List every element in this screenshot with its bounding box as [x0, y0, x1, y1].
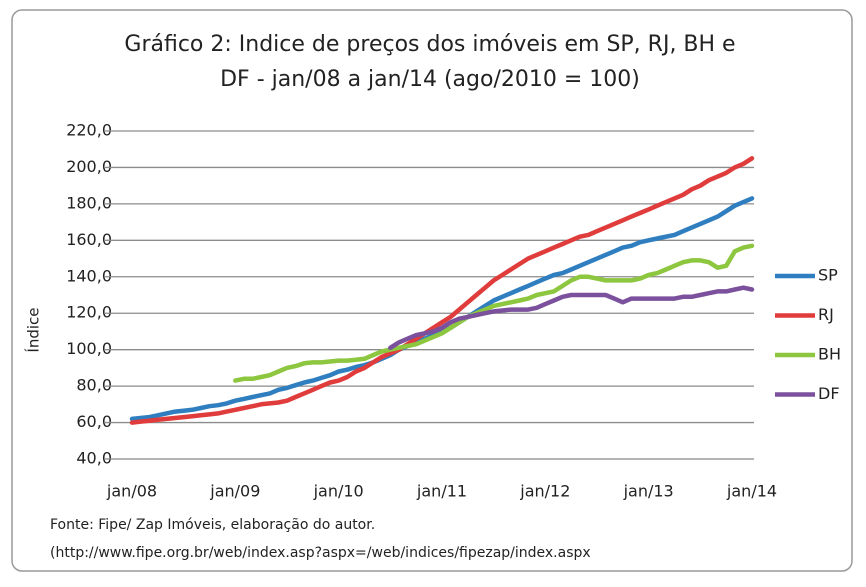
legend-label: SP — [818, 266, 838, 285]
y-tick-label: 180,0 — [66, 193, 112, 212]
note: Fonte: Fipe/ Zap Imóveis, elaboração do … — [50, 517, 375, 533]
y-tick-label: 60,0 — [76, 412, 112, 431]
series-line — [233, 243, 755, 383]
legend-label: DF — [818, 384, 840, 403]
x-tick-label: jan/13 — [623, 482, 674, 501]
chart-title: DF - jan/08 a jan/14 (ago/2010 = 100) — [220, 67, 640, 92]
y-tick-label: 160,0 — [66, 230, 112, 249]
series-line — [129, 156, 755, 425]
chart-frame — [11, 9, 853, 572]
x-tick-label: jan/08 — [106, 482, 157, 501]
note: (http://www.fipe.org.br/web/index.asp?as… — [50, 545, 591, 561]
y-tick-label: 140,0 — [66, 266, 112, 285]
x-tick-label: jan/09 — [209, 482, 260, 501]
y-axis-label: Índice — [24, 307, 43, 352]
chart-title: Gráfico 2: Indice de preços dos imóveis … — [124, 32, 735, 57]
series-line — [388, 285, 755, 351]
legend-label: RJ — [818, 305, 834, 324]
legend-label: BH — [818, 345, 841, 364]
y-tick-label: 40,0 — [76, 449, 112, 468]
x-tick-label: jan/11 — [416, 482, 467, 501]
y-tick-label: 120,0 — [66, 303, 112, 322]
y-tick-label: 200,0 — [66, 157, 112, 176]
x-tick-label: jan/10 — [313, 482, 364, 501]
y-tick-label: 80,0 — [76, 376, 112, 395]
x-tick-label: jan/14 — [726, 482, 777, 501]
y-tick-label: 220,0 — [66, 121, 112, 140]
y-tick-label: 100,0 — [66, 339, 112, 358]
x-tick-label: jan/12 — [519, 482, 570, 501]
